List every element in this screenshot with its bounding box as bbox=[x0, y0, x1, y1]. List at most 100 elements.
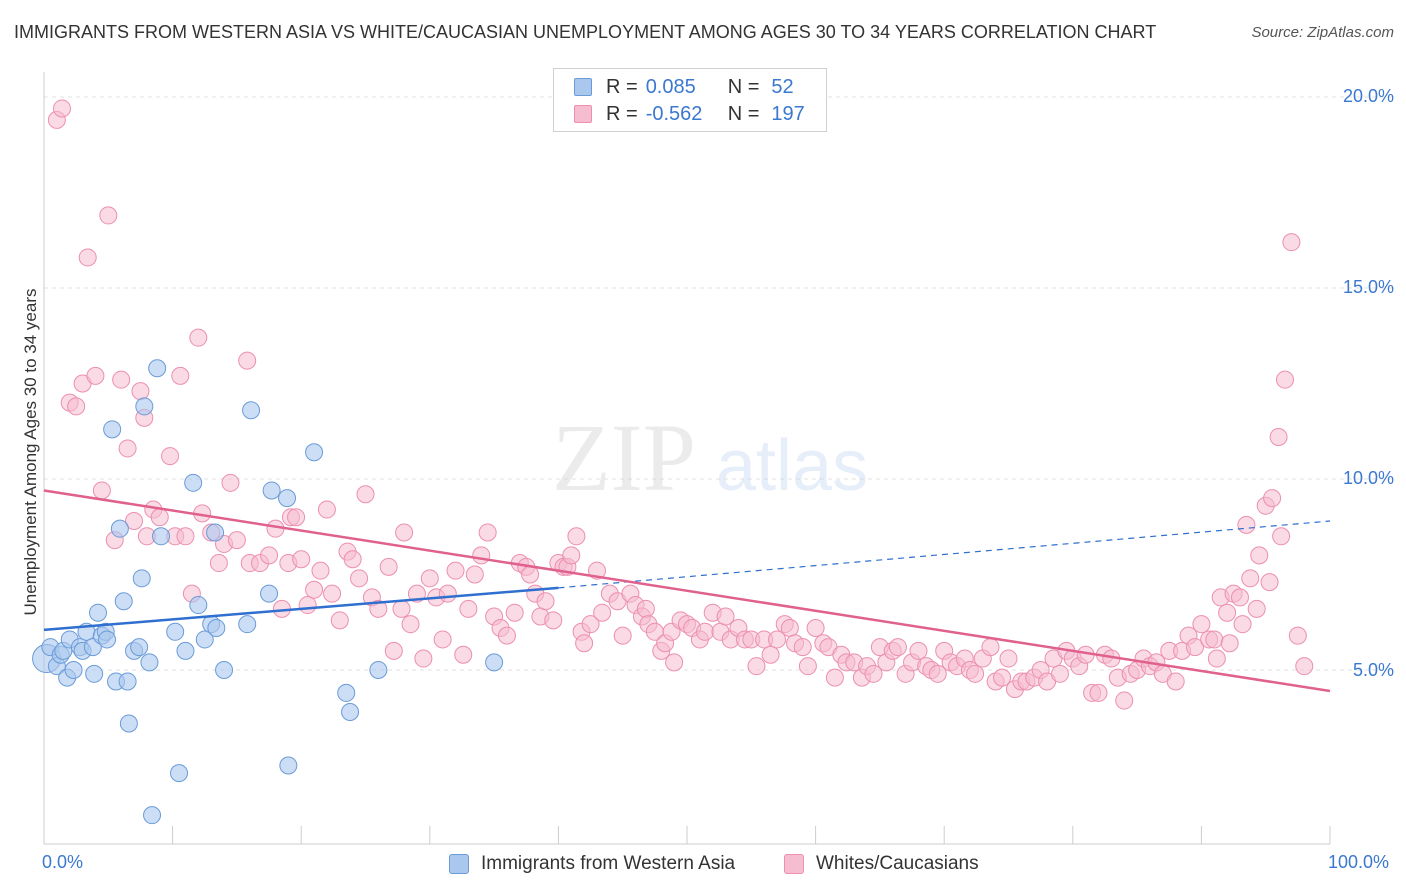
data-point-whites bbox=[1247, 599, 1266, 618]
data-point-whites bbox=[150, 508, 169, 527]
data-point-whites bbox=[420, 569, 439, 588]
data-point-whites bbox=[92, 481, 111, 500]
y-tick-20: 20.0% bbox=[1342, 86, 1394, 106]
data-point-whites bbox=[1288, 626, 1307, 645]
data-point-western-asia bbox=[337, 683, 356, 702]
data-point-whites bbox=[1241, 569, 1260, 588]
data-point-western-asia bbox=[110, 519, 129, 538]
legend-item-whites[interactable]: Whites/Caucasians bbox=[784, 853, 979, 875]
data-point-whites bbox=[1166, 672, 1185, 691]
data-point-whites bbox=[716, 607, 735, 626]
data-point-western-asia bbox=[238, 615, 257, 634]
data-point-whites bbox=[575, 634, 594, 653]
legend-label: Whites/Caucasians bbox=[816, 853, 979, 874]
gridlines bbox=[44, 96, 1392, 671]
data-point-western-asia bbox=[143, 806, 162, 825]
y-tick-5: 5.0% bbox=[1352, 660, 1394, 680]
data-point-whites bbox=[292, 550, 311, 569]
data-point-whites bbox=[761, 645, 780, 664]
data-point-whites bbox=[350, 569, 369, 588]
data-point-whites bbox=[1115, 691, 1134, 710]
data-point-whites bbox=[478, 523, 497, 542]
data-point-whites bbox=[99, 206, 118, 225]
data-point-whites bbox=[798, 657, 817, 676]
data-point-western-asia bbox=[103, 420, 122, 439]
data-point-western-asia bbox=[85, 664, 104, 683]
legend-swatch-pink bbox=[784, 854, 804, 874]
data-point-western-asia bbox=[170, 764, 189, 783]
data-point-western-asia bbox=[341, 703, 360, 722]
data-point-whites bbox=[1185, 638, 1204, 657]
data-point-whites bbox=[221, 473, 240, 492]
data-point-whites bbox=[613, 626, 632, 645]
data-point-western-asia bbox=[184, 473, 203, 492]
data-point-whites bbox=[414, 649, 433, 668]
data-point-whites bbox=[472, 546, 491, 565]
data-point-whites bbox=[171, 366, 190, 385]
data-point-whites bbox=[112, 370, 131, 389]
data-point-whites bbox=[392, 599, 411, 618]
data-point-whites bbox=[747, 657, 766, 676]
data-point-whites bbox=[1207, 649, 1226, 668]
data-point-whites bbox=[287, 508, 306, 527]
data-point-whites bbox=[1269, 427, 1288, 446]
series-immigrants-western-asia bbox=[32, 359, 504, 825]
data-point-whites bbox=[536, 592, 555, 611]
data-point-western-asia bbox=[262, 481, 281, 500]
x-tick-0: 0.0% bbox=[42, 852, 84, 872]
data-point-whites bbox=[1205, 630, 1224, 649]
series-whites-caucasians bbox=[47, 99, 1314, 710]
n-value: 52 bbox=[771, 75, 794, 98]
data-point-whites bbox=[189, 328, 208, 347]
data-point-whites bbox=[459, 599, 478, 618]
data-point-whites bbox=[1237, 515, 1256, 534]
data-point-western-asia bbox=[98, 630, 117, 649]
data-point-whites bbox=[1233, 615, 1252, 634]
data-point-western-asia bbox=[242, 401, 261, 420]
n-label: N = bbox=[727, 102, 760, 125]
data-point-whites bbox=[53, 99, 72, 118]
data-point-whites bbox=[1275, 370, 1294, 389]
data-point-western-asia bbox=[369, 661, 388, 679]
watermark-atlas: atlas bbox=[716, 426, 868, 506]
data-point-whites bbox=[780, 618, 799, 637]
data-point-whites bbox=[67, 397, 86, 416]
data-point-whites bbox=[1192, 615, 1211, 634]
y-tick-15: 15.0% bbox=[1342, 277, 1394, 297]
r-value: -0.562 bbox=[645, 102, 703, 125]
data-point-western-asia bbox=[132, 569, 151, 588]
data-point-whites bbox=[78, 248, 97, 267]
data-point-whites bbox=[125, 512, 144, 531]
data-point-whites bbox=[1050, 664, 1069, 683]
data-point-whites bbox=[311, 561, 330, 580]
data-point-whites bbox=[323, 584, 342, 603]
data-point-whites bbox=[176, 527, 195, 546]
data-point-western-asia bbox=[215, 661, 234, 679]
legend-item-western-asia[interactable]: Immigrants from Western Asia bbox=[449, 853, 735, 875]
data-point-whites bbox=[209, 554, 228, 573]
data-point-whites bbox=[825, 668, 844, 687]
data-point-whites bbox=[118, 439, 137, 458]
legend-swatch-pink bbox=[574, 105, 592, 123]
data-point-whites bbox=[298, 596, 317, 615]
data-point-whites bbox=[966, 664, 985, 683]
data-point-whites bbox=[369, 599, 388, 618]
data-point-western-asia bbox=[207, 618, 226, 637]
source-label: Source: ZipAtlas.com bbox=[1251, 24, 1394, 41]
data-point-whites bbox=[793, 638, 812, 657]
data-point-western-asia bbox=[130, 638, 149, 657]
data-point-whites bbox=[1282, 233, 1301, 252]
legend-swatch-blue bbox=[574, 78, 592, 96]
trend-line-western-asia bbox=[43, 586, 559, 632]
data-point-whites bbox=[1250, 546, 1269, 565]
data-point-whites bbox=[379, 557, 398, 576]
data-point-whites bbox=[562, 546, 581, 565]
data-point-whites bbox=[465, 565, 484, 584]
data-point-whites bbox=[981, 638, 1000, 657]
data-point-whites bbox=[131, 382, 150, 401]
data-point-whites bbox=[665, 653, 684, 672]
y-tick-10: 10.0% bbox=[1342, 468, 1394, 488]
data-point-whites bbox=[401, 615, 420, 634]
data-point-whites bbox=[581, 615, 600, 634]
data-point-whites bbox=[696, 622, 715, 641]
